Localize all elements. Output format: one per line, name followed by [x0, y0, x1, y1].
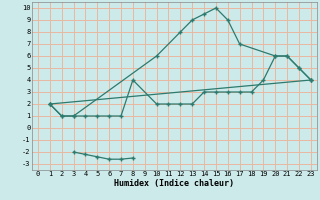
X-axis label: Humidex (Indice chaleur): Humidex (Indice chaleur) [115, 179, 234, 188]
